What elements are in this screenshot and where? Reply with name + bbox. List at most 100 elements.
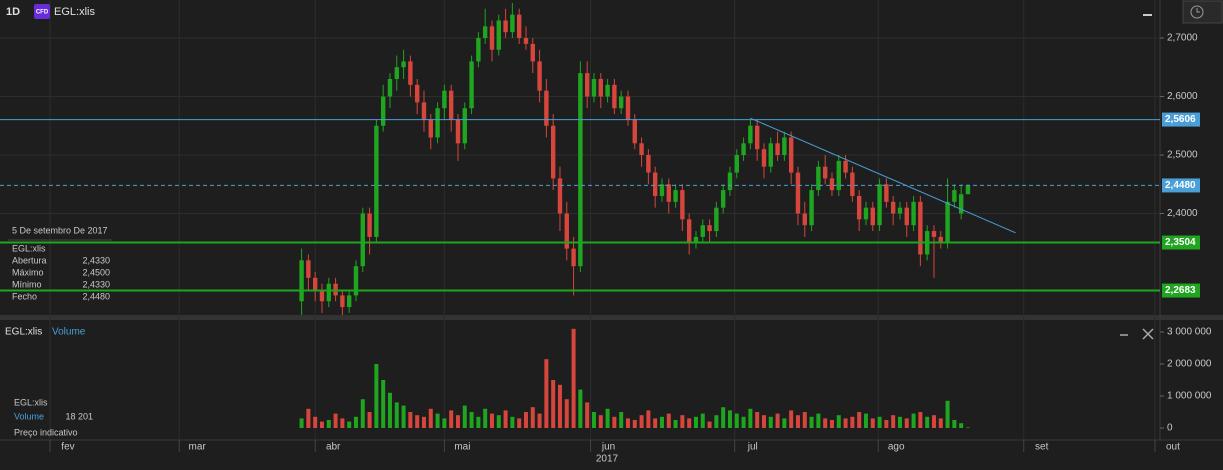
volume-bar xyxy=(435,413,440,428)
volume-bar xyxy=(381,380,386,428)
candle-body xyxy=(605,84,610,97)
candle-body xyxy=(931,231,937,237)
candle-body xyxy=(503,20,508,33)
candle-body xyxy=(720,190,726,208)
candle-body xyxy=(448,90,454,120)
candle-body xyxy=(686,219,692,243)
volume-bar xyxy=(591,412,596,428)
volume-close[interactable] xyxy=(1142,328,1154,340)
volume-bar xyxy=(836,415,841,428)
volume-bar xyxy=(353,416,358,428)
candle-body xyxy=(870,207,875,226)
level-tag xyxy=(1162,283,1200,298)
volume-bar xyxy=(761,415,766,428)
volume-bar xyxy=(727,410,732,428)
candle-body xyxy=(455,119,461,144)
candle-body xyxy=(428,119,433,138)
volume-bar xyxy=(721,407,726,428)
candle-body xyxy=(884,184,889,202)
volume-bar xyxy=(367,412,372,428)
volume-bar xyxy=(455,415,460,428)
volume-bar xyxy=(510,416,515,428)
level-tag xyxy=(1162,178,1200,193)
level-tag xyxy=(1162,235,1200,250)
candle-body xyxy=(836,160,841,191)
volume-bar xyxy=(469,412,474,428)
volume-symbol: EGL:xlis xyxy=(5,327,42,338)
x-tick-label: abr xyxy=(326,442,341,453)
x-tick-label: fev xyxy=(61,442,74,453)
volume-bar xyxy=(557,384,562,428)
level-label: 2,5606 xyxy=(1165,114,1196,125)
candle-body xyxy=(537,61,542,91)
volume-info-symbol: EGL:xlis xyxy=(14,397,48,407)
candle-body xyxy=(918,201,923,255)
x-tick-label: mar xyxy=(189,442,207,453)
badge-bg xyxy=(34,4,50,19)
interval[interactable]: 1D xyxy=(6,6,20,18)
volume-bar xyxy=(544,359,549,428)
volume-bar xyxy=(741,416,746,428)
candle-body xyxy=(782,137,787,156)
volume-bar xyxy=(496,415,501,428)
candle-body xyxy=(850,172,855,196)
candle-body xyxy=(544,90,549,126)
candle-body xyxy=(550,125,556,179)
candle-body xyxy=(890,201,896,214)
candle-body xyxy=(340,295,345,308)
candle-body xyxy=(945,201,950,243)
volume-bar xyxy=(503,410,508,428)
candle-body xyxy=(646,155,651,173)
volume-bar xyxy=(340,418,345,428)
candle-body xyxy=(435,108,440,138)
volume-bar xyxy=(578,389,583,428)
y-tick-label: 1 000 000 xyxy=(1167,391,1212,402)
volume-bar xyxy=(891,415,896,428)
candle-body xyxy=(374,125,379,237)
candle-body xyxy=(414,84,420,103)
candle-body xyxy=(904,207,909,226)
volume-bar xyxy=(598,415,603,428)
level-label: 2,3504 xyxy=(1165,237,1196,248)
volume-title: Volume xyxy=(52,327,86,338)
volume-bar xyxy=(299,418,304,428)
volume-bar xyxy=(673,420,678,428)
candle-body xyxy=(598,78,603,97)
volume-bar xyxy=(428,408,433,428)
candle-body xyxy=(299,260,304,302)
candle-body xyxy=(700,225,705,237)
candle-body xyxy=(652,172,658,196)
candle-body xyxy=(319,289,325,302)
candle-body xyxy=(727,172,733,191)
info-label: Máximo xyxy=(12,267,44,277)
candle-body xyxy=(367,213,372,237)
volume-bar xyxy=(959,423,964,428)
volume-bar xyxy=(537,413,542,428)
candle-body xyxy=(421,102,427,120)
volume-bar xyxy=(952,420,957,428)
symbol[interactable]: EGL:xlis xyxy=(54,6,95,18)
volume-bar xyxy=(476,416,481,428)
candle-body xyxy=(958,194,964,214)
candle-body xyxy=(639,143,644,156)
volume-bar xyxy=(523,412,528,428)
volume-bar xyxy=(870,418,875,428)
x-tick-label: ago xyxy=(888,442,905,453)
candle-body xyxy=(360,213,365,267)
candle-body xyxy=(809,190,814,226)
volume-bar xyxy=(795,415,800,428)
candle-body xyxy=(557,178,563,214)
volume-bar xyxy=(517,418,522,428)
candle-body xyxy=(754,125,760,150)
info-label: Fecho xyxy=(12,291,37,301)
candle-body xyxy=(897,207,903,214)
candle-body xyxy=(952,190,957,202)
volume-bar xyxy=(442,418,447,428)
candle-body xyxy=(408,61,413,85)
levels: 2,5606 2,4480 2,3504 2,2683 xyxy=(0,112,1200,298)
x-tick-label: jun xyxy=(601,442,615,453)
candle-body xyxy=(748,125,753,144)
volume-bar xyxy=(653,418,658,428)
level-label: 2,4480 xyxy=(1165,180,1196,191)
